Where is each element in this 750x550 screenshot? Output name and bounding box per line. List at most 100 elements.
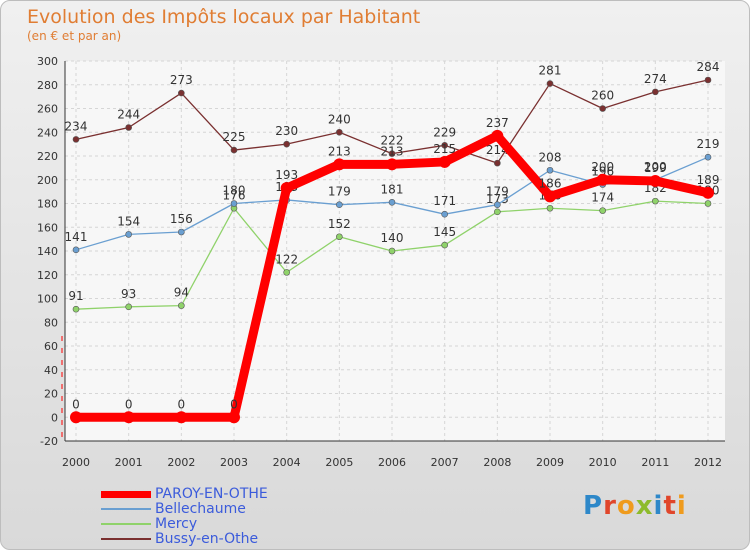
x-tick-label: 2004 xyxy=(273,456,301,469)
x-tick-label: 2005 xyxy=(325,456,353,469)
data-label-mercy: 93 xyxy=(121,287,136,301)
data-point-paroy xyxy=(228,411,240,424)
y-tick-label: 0 xyxy=(51,411,58,424)
x-tick-label: 2007 xyxy=(431,456,459,469)
logo-letter: o xyxy=(616,491,636,521)
data-point-mercy xyxy=(546,204,554,212)
y-tick-label: 120 xyxy=(37,269,58,282)
data-label-paroy: 0 xyxy=(230,397,238,411)
data-point-bussy xyxy=(72,136,80,143)
data-point-bellechaume xyxy=(336,201,343,208)
legend-label: PAROY-EN-OTHE xyxy=(155,486,268,502)
data-point-mercy xyxy=(125,303,132,311)
data-label-bellechaume: 141 xyxy=(65,230,88,244)
data-label-paroy: 215 xyxy=(433,142,456,156)
y-tick-label: 100 xyxy=(37,293,58,306)
y-tick-label: 40 xyxy=(44,364,58,377)
data-label-mercy: 145 xyxy=(433,225,456,239)
logo-letter: i xyxy=(653,491,664,521)
logo-letter: r xyxy=(603,491,617,521)
data-label-bellechaume: 156 xyxy=(170,212,193,226)
data-label-bellechaume: 200 xyxy=(644,160,667,174)
chart-subtitle: (en € et par an) xyxy=(27,29,122,43)
data-label-paroy: 0 xyxy=(72,397,80,411)
data-label-mercy: 174 xyxy=(591,191,614,205)
data-label-mercy: 122 xyxy=(275,252,298,266)
data-label-paroy: 189 xyxy=(697,173,720,187)
data-point-bellechaume xyxy=(494,201,501,208)
data-label-bussy: 273 xyxy=(170,73,193,87)
data-label-paroy: 0 xyxy=(178,397,186,411)
y-tick-label: 300 xyxy=(37,55,58,68)
data-point-mercy xyxy=(178,302,185,309)
data-point-mercy xyxy=(652,197,659,205)
logo-letter: P xyxy=(583,491,604,521)
data-label-paroy: 213 xyxy=(328,144,351,158)
y-tick-label: 140 xyxy=(37,245,58,258)
x-tick-label: 2010 xyxy=(589,456,617,469)
data-label-paroy: 213 xyxy=(381,144,404,158)
data-point-bellechaume xyxy=(230,200,238,207)
data-point-bussy xyxy=(652,88,659,96)
data-point-paroy xyxy=(702,186,714,199)
data-point-bussy xyxy=(336,128,343,136)
legend-item-bellechaume: Bellechaume xyxy=(101,501,246,517)
data-point-paroy xyxy=(333,158,346,171)
data-label-bussy: 240 xyxy=(328,112,351,126)
y-tick-label: -20 xyxy=(40,435,58,448)
legend-swatch xyxy=(101,490,151,498)
legend-item-paroy: PAROY-EN-OTHE xyxy=(101,486,268,502)
data-point-mercy xyxy=(388,247,396,255)
data-point-bussy xyxy=(388,150,396,157)
data-label-bussy: 222 xyxy=(381,134,404,148)
legend-label: Bussy-en-Othe xyxy=(155,531,259,547)
data-point-bussy xyxy=(599,105,606,112)
x-tick-label: 2006 xyxy=(378,456,406,469)
data-label-mercy: 173 xyxy=(486,192,509,206)
proxiti-logo: Proxiti xyxy=(583,491,687,521)
logo-letter: x xyxy=(635,491,654,521)
x-tick-label: 2000 xyxy=(62,456,90,469)
x-tick-label: 2012 xyxy=(694,456,722,469)
data-point-bellechaume xyxy=(546,166,554,174)
data-label-bellechaume: 180 xyxy=(223,184,246,198)
data-label-mercy: 152 xyxy=(328,217,351,231)
data-point-paroy xyxy=(649,174,662,187)
data-point-bellechaume xyxy=(441,210,448,218)
data-point-bussy xyxy=(283,140,290,148)
data-label-bussy: 234 xyxy=(65,119,88,133)
data-point-mercy xyxy=(336,233,343,241)
data-label-paroy: 237 xyxy=(486,116,509,130)
data-label-paroy: 193 xyxy=(275,168,298,182)
data-label-bellechaume: 181 xyxy=(381,182,404,196)
data-point-paroy xyxy=(544,190,556,203)
y-tick-label: 20 xyxy=(44,388,58,401)
y-tick-label: 280 xyxy=(37,79,58,92)
data-point-mercy xyxy=(441,241,448,249)
data-point-mercy xyxy=(599,207,606,214)
data-point-mercy xyxy=(283,269,290,276)
data-point-bussy xyxy=(178,89,185,97)
data-point-paroy xyxy=(386,158,398,171)
data-point-mercy xyxy=(704,200,712,207)
data-point-mercy xyxy=(494,208,501,216)
data-point-bellechaume xyxy=(388,199,396,206)
x-tick-label: 2008 xyxy=(483,456,511,469)
y-tick-label: 180 xyxy=(37,198,58,211)
data-label-mercy: 176 xyxy=(223,188,246,202)
data-label-bussy: 281 xyxy=(539,64,562,78)
data-label-bussy: 230 xyxy=(275,124,298,138)
data-point-bellechaume xyxy=(178,228,185,236)
data-label-mercy: 140 xyxy=(381,231,404,245)
x-tick-label: 2003 xyxy=(220,456,248,469)
data-label-bellechaume: 219 xyxy=(697,137,720,151)
legend-swatch xyxy=(101,538,151,540)
data-label-bussy: 225 xyxy=(223,130,246,144)
x-tick-label: 2001 xyxy=(115,456,143,469)
data-point-bussy xyxy=(230,146,238,154)
data-label-mercy: 94 xyxy=(174,286,189,300)
y-tick-label: 240 xyxy=(37,126,58,139)
y-tick-label: 60 xyxy=(44,340,58,353)
y-tick-label: 80 xyxy=(44,316,58,329)
